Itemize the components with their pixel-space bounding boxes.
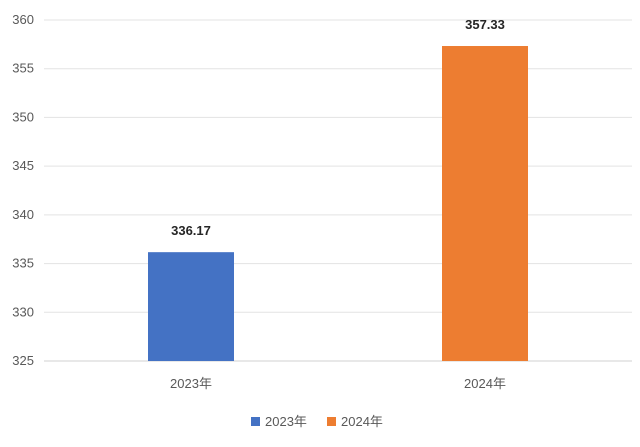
y-tick-label: 340: [12, 207, 34, 222]
data-label: 336.17: [171, 223, 211, 238]
y-tick-label: 335: [12, 256, 34, 271]
y-tick-label: 330: [12, 304, 34, 319]
y-tick-label: 325: [12, 353, 34, 368]
legend: 2023年 2024年: [251, 414, 383, 429]
y-tick-label: 350: [12, 109, 34, 124]
legend-swatch: [327, 417, 336, 426]
gridlines: [44, 19, 632, 362]
x-category-label: 2023年: [170, 376, 212, 391]
data-labels: 336.17 357.33: [171, 17, 505, 238]
legend-label: 2024年: [341, 414, 383, 429]
legend-label: 2023年: [265, 414, 307, 429]
bar-2: [442, 46, 528, 361]
bar-1: [148, 252, 234, 361]
x-category-label: 2024年: [464, 376, 506, 391]
y-tick-label: 345: [12, 158, 34, 173]
legend-swatch: [251, 417, 260, 426]
y-axis-ticks: 325 330 335 340 345 350 355 360: [12, 12, 34, 368]
bars: [148, 46, 528, 361]
y-tick-label: 355: [12, 61, 34, 76]
data-label: 357.33: [465, 17, 505, 32]
y-tick-label: 360: [12, 12, 34, 27]
x-axis-labels: 2023年 2024年: [170, 376, 506, 391]
